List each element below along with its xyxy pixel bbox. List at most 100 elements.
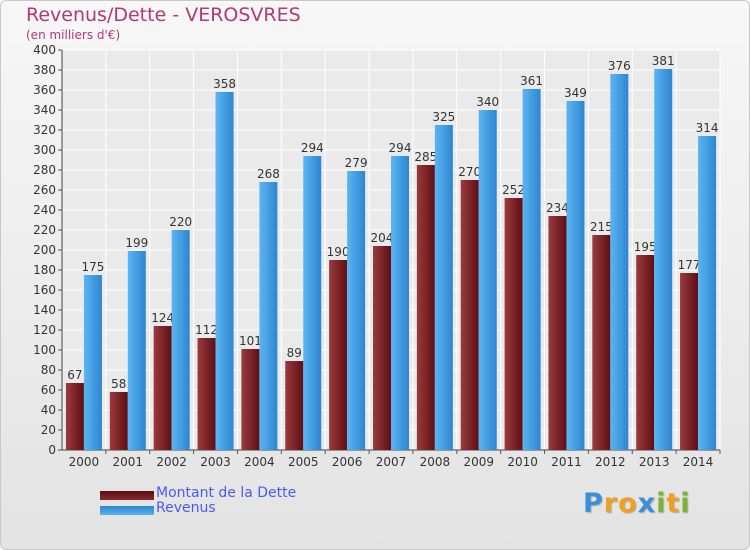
x-tick-label: 2002 <box>156 455 187 469</box>
x-tick-label: 2000 <box>69 455 100 469</box>
data-label-dette: 252 <box>502 183 525 197</box>
data-label-revenus: 199 <box>125 236 148 250</box>
logo-letter: i <box>656 488 667 519</box>
data-label-dette: 101 <box>239 334 262 348</box>
legend-label-dette: Montant de la Dette <box>156 485 297 501</box>
data-label-revenus: 268 <box>257 167 280 181</box>
x-tick-label: 2004 <box>244 455 275 469</box>
x-tick-label: 2011 <box>551 455 582 469</box>
data-label-revenus: 175 <box>81 260 104 274</box>
bar-dette <box>504 198 523 450</box>
chart-subtitle: (en milliers d'€) <box>26 28 121 42</box>
data-label-dette: 285 <box>414 150 437 164</box>
data-label-revenus: 358 <box>213 77 236 91</box>
y-tick-label: 360 <box>33 83 56 97</box>
data-label-revenus: 279 <box>345 156 368 170</box>
data-label-revenus: 361 <box>520 74 543 88</box>
bar-revenus <box>478 110 497 450</box>
logo-letter: o <box>618 488 638 519</box>
legend-label-revenus: Revenus <box>156 500 216 516</box>
data-label-dette: 89 <box>287 346 302 360</box>
y-tick-label: 380 <box>33 63 56 77</box>
bar-revenus <box>391 156 409 450</box>
y-tick-label: 80 <box>41 363 56 377</box>
x-tick-label: 2009 <box>463 455 494 469</box>
bar-dette <box>329 260 348 450</box>
logo-letter: r <box>603 488 619 519</box>
bar-revenus <box>522 89 541 450</box>
bar-revenus <box>127 251 146 450</box>
bar-dette <box>241 349 260 450</box>
bar-dette <box>285 361 304 450</box>
x-tick-label: 2012 <box>595 455 626 469</box>
y-tick-label: 240 <box>33 203 56 217</box>
bar-revenus <box>83 275 102 450</box>
data-label-dette: 67 <box>67 368 82 382</box>
bar-revenus <box>303 156 322 450</box>
data-label-revenus: 294 <box>389 141 412 155</box>
data-label-revenus: 220 <box>169 215 192 229</box>
bar-dette <box>636 255 655 450</box>
legend-swatch-dette <box>100 491 154 500</box>
data-label-revenus: 325 <box>432 110 455 124</box>
y-tick-label: 160 <box>33 283 56 297</box>
bar-revenus <box>434 125 453 450</box>
bar-dette <box>65 383 84 450</box>
data-label-revenus: 376 <box>608 59 631 73</box>
data-label-dette: 124 <box>151 311 174 325</box>
x-tick-label: 2010 <box>507 455 538 469</box>
bar-dette <box>373 246 391 450</box>
data-label-revenus: 294 <box>301 141 324 155</box>
bar-dette <box>680 273 699 450</box>
y-tick-label: 0 <box>48 443 56 457</box>
bar-revenus <box>347 171 366 450</box>
bar-revenus <box>566 101 585 450</box>
y-tick-label: 280 <box>33 163 56 177</box>
bar-dette <box>197 338 216 450</box>
logo-letter: x <box>637 488 657 519</box>
data-label-dette: 234 <box>546 201 569 215</box>
data-label-revenus: 349 <box>564 86 587 100</box>
x-tick-label: 2013 <box>639 455 670 469</box>
data-label-dette: 177 <box>678 258 701 272</box>
x-tick-label: 2006 <box>332 455 363 469</box>
chart-title: Revenus/Dette - VEROSVRES <box>26 4 301 26</box>
data-label-dette: 112 <box>195 323 218 337</box>
bar-dette <box>416 165 435 450</box>
data-label-dette: 58 <box>111 377 126 391</box>
legend-swatch-revenus <box>100 506 154 515</box>
data-label-revenus: 381 <box>652 54 675 68</box>
data-label-dette: 204 <box>371 231 394 245</box>
data-label-dette: 270 <box>458 165 481 179</box>
bar-revenus <box>171 230 190 450</box>
x-tick-label: 2003 <box>200 455 231 469</box>
data-label-dette: 190 <box>327 245 350 259</box>
bar-revenus <box>259 182 278 450</box>
x-tick-label: 2008 <box>420 455 451 469</box>
y-tick-label: 200 <box>33 243 56 257</box>
y-tick-label: 180 <box>33 263 56 277</box>
x-tick-label: 2001 <box>113 455 144 469</box>
logo-letter: i <box>680 488 691 519</box>
y-tick-label: 300 <box>33 143 56 157</box>
data-label-dette: 195 <box>634 240 657 254</box>
y-tick-label: 120 <box>33 323 56 337</box>
y-tick-label: 60 <box>41 383 56 397</box>
bar-revenus <box>654 69 673 450</box>
x-tick-label: 2014 <box>683 455 714 469</box>
bar-dette <box>592 235 611 450</box>
bar-revenus <box>698 136 717 450</box>
data-label-revenus: 340 <box>476 95 499 109</box>
bar-dette <box>548 216 567 450</box>
y-tick-label: 140 <box>33 303 56 317</box>
y-tick-label: 20 <box>41 423 56 437</box>
proxiti-logo: Proxiti <box>583 488 691 519</box>
data-label-revenus: 314 <box>696 121 719 135</box>
bar-dette <box>109 392 128 450</box>
bar-revenus <box>610 74 629 450</box>
y-tick-label: 320 <box>33 123 56 137</box>
y-tick-label: 220 <box>33 223 56 237</box>
y-tick-label: 40 <box>41 403 56 417</box>
y-tick-label: 400 <box>33 43 56 57</box>
